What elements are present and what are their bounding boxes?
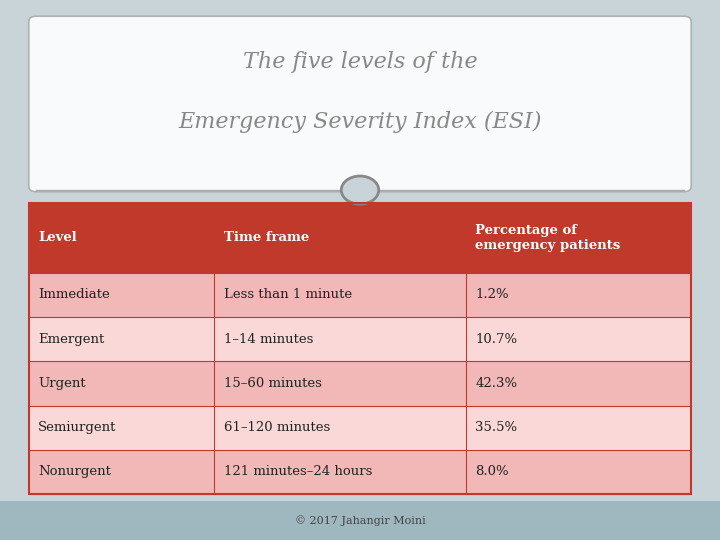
Bar — [215, 361, 466, 406]
Bar — [466, 202, 691, 273]
Bar — [466, 406, 691, 450]
Text: 15–60 minutes: 15–60 minutes — [224, 377, 322, 390]
Text: Nonurgent: Nonurgent — [38, 465, 111, 478]
Text: Less than 1 minute: Less than 1 minute — [224, 288, 352, 301]
Text: Urgent: Urgent — [38, 377, 86, 390]
Text: Emergency Severity Index (ESI): Emergency Severity Index (ESI) — [179, 111, 541, 132]
Bar — [215, 317, 466, 361]
Text: 61–120 minutes: 61–120 minutes — [224, 421, 330, 434]
Circle shape — [341, 176, 379, 204]
Bar — [0, 501, 720, 540]
Bar — [29, 317, 215, 361]
Text: Emergent: Emergent — [38, 333, 104, 346]
Bar — [29, 202, 691, 494]
Bar — [466, 450, 691, 494]
Text: Semiurgent: Semiurgent — [38, 421, 117, 434]
Bar — [466, 273, 691, 317]
FancyBboxPatch shape — [29, 16, 691, 192]
Bar — [215, 202, 466, 273]
Bar — [29, 406, 215, 450]
Text: 42.3%: 42.3% — [475, 377, 518, 390]
Bar — [215, 450, 466, 494]
Text: Percentage of
emergency patients: Percentage of emergency patients — [475, 224, 621, 252]
Text: 121 minutes–24 hours: 121 minutes–24 hours — [224, 465, 372, 478]
Bar — [215, 273, 466, 317]
Bar — [29, 273, 215, 317]
Text: 10.7%: 10.7% — [475, 333, 518, 346]
Text: The five levels of the: The five levels of the — [243, 51, 477, 73]
Text: Immediate: Immediate — [38, 288, 110, 301]
Bar — [215, 406, 466, 450]
Bar — [29, 361, 215, 406]
Text: © 2017 Jahangir Moini: © 2017 Jahangir Moini — [294, 515, 426, 526]
Bar — [29, 450, 215, 494]
Text: Time frame: Time frame — [224, 231, 309, 244]
Text: Level: Level — [38, 231, 77, 244]
Bar — [466, 361, 691, 406]
Bar — [466, 317, 691, 361]
Text: 8.0%: 8.0% — [475, 465, 509, 478]
Text: 35.5%: 35.5% — [475, 421, 518, 434]
Text: 1.2%: 1.2% — [475, 288, 509, 301]
Text: 1–14 minutes: 1–14 minutes — [224, 333, 313, 346]
Bar — [29, 202, 215, 273]
